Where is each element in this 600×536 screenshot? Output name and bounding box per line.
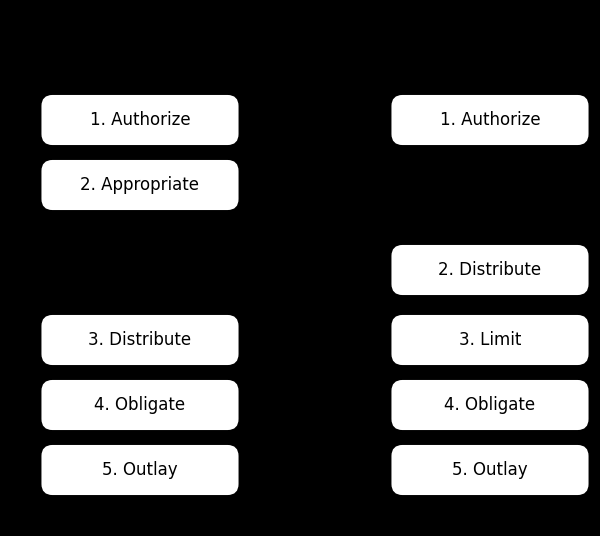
FancyBboxPatch shape (43, 446, 238, 494)
FancyBboxPatch shape (43, 161, 238, 209)
Text: 2. Appropriate: 2. Appropriate (80, 176, 199, 194)
Text: 5. Outlay: 5. Outlay (102, 461, 178, 479)
Text: 1. Authorize: 1. Authorize (440, 111, 541, 129)
FancyBboxPatch shape (43, 381, 238, 429)
Text: 1. Authorize: 1. Authorize (89, 111, 190, 129)
Text: 4. Obligate: 4. Obligate (445, 396, 536, 414)
FancyBboxPatch shape (392, 316, 587, 364)
Text: 3. Distribute: 3. Distribute (88, 331, 191, 349)
FancyBboxPatch shape (43, 316, 238, 364)
FancyBboxPatch shape (392, 96, 587, 144)
FancyBboxPatch shape (43, 96, 238, 144)
Text: 3. Limit: 3. Limit (459, 331, 521, 349)
Text: 5. Outlay: 5. Outlay (452, 461, 528, 479)
Text: 2. Distribute: 2. Distribute (439, 261, 542, 279)
FancyBboxPatch shape (392, 446, 587, 494)
Text: 4. Obligate: 4. Obligate (94, 396, 185, 414)
FancyBboxPatch shape (392, 381, 587, 429)
FancyBboxPatch shape (392, 246, 587, 294)
